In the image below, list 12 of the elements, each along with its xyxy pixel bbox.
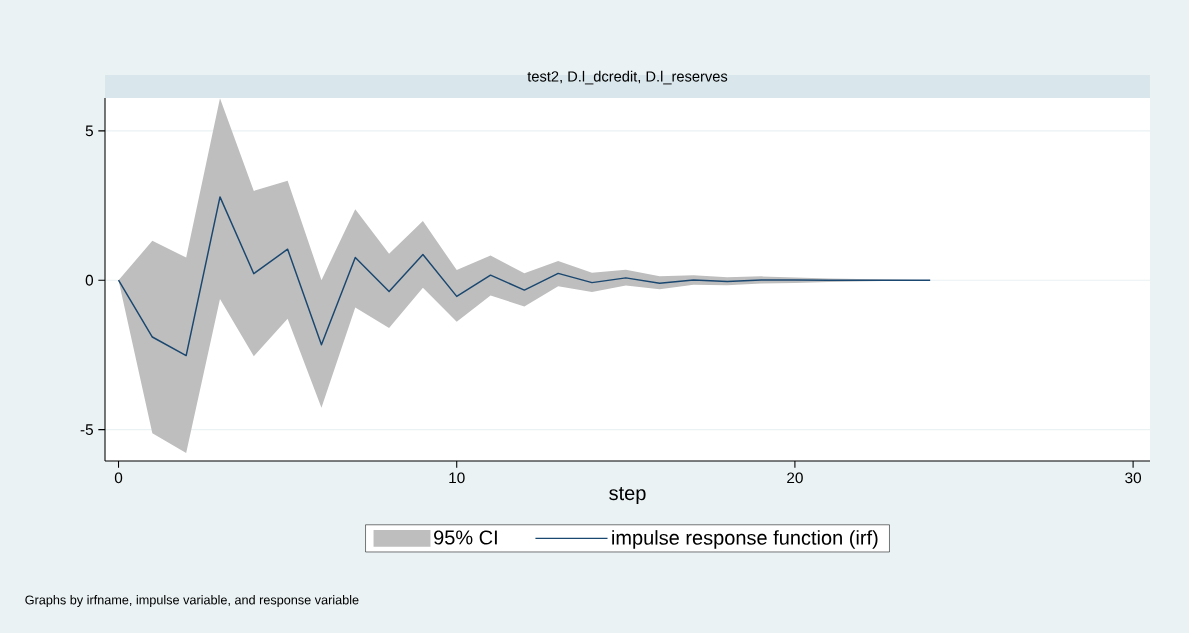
x-axis-title: step — [609, 487, 646, 505]
text: Graphs by irfname, impulse variable, and response variable — [25, 595, 359, 607]
x-tick-label: 0 — [114, 472, 123, 484]
legend-label: impulse response function (irf) — [612, 530, 878, 549]
x-tick-label: 10 — [449, 472, 465, 484]
y-tick-label: 5 — [85, 125, 93, 137]
chart-title: test2, D.l_dcredit, D.l_reserves — [527, 70, 728, 85]
text: 95% CI — [434, 530, 497, 545]
y-tick-label: -5 — [80, 424, 93, 435]
y-tick-label: 0 — [85, 274, 94, 286]
x-tick-label: 20 — [787, 472, 803, 484]
x-tick-label: 30 — [1125, 472, 1142, 484]
